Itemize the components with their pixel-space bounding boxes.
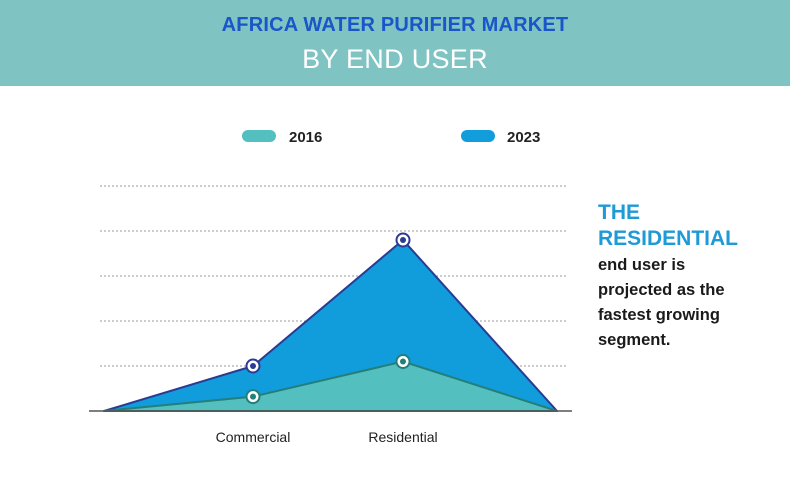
legend-swatch-2016 bbox=[242, 130, 276, 142]
chart-title: AFRICA WATER PURIFIER MARKET bbox=[221, 14, 569, 36]
legend-label-2023: 2023 bbox=[507, 129, 540, 146]
data-point-core-2016 bbox=[400, 358, 406, 365]
callout-body-line: fastest growing bbox=[598, 306, 720, 324]
callout-highlight-line2: RESIDENTIAL bbox=[598, 227, 739, 250]
legend-label-2016: 2016 bbox=[289, 129, 322, 146]
chart-subtitle: BY END USER bbox=[302, 44, 488, 74]
data-point-core-2016 bbox=[250, 393, 256, 400]
callout-body-line: segment. bbox=[598, 331, 671, 349]
callout-body: end user is projected as the fastest gro… bbox=[598, 253, 788, 353]
callout-body-line: projected as the bbox=[598, 281, 725, 299]
data-point-core-2023 bbox=[400, 237, 406, 243]
callout-highlight-line1: THE bbox=[598, 201, 640, 224]
legend-swatch-2023 bbox=[461, 130, 495, 142]
insight-callout: THE RESIDENTIAL end user is projected as… bbox=[598, 200, 788, 353]
data-point-core-2023 bbox=[250, 363, 256, 369]
title-banner: AFRICA WATER PURIFIER MARKET BY END USER bbox=[0, 0, 790, 86]
x-tick-label: Commercial bbox=[216, 429, 291, 445]
callout-body-line: end user is bbox=[598, 256, 686, 274]
x-tick-label: Residential bbox=[368, 429, 437, 445]
